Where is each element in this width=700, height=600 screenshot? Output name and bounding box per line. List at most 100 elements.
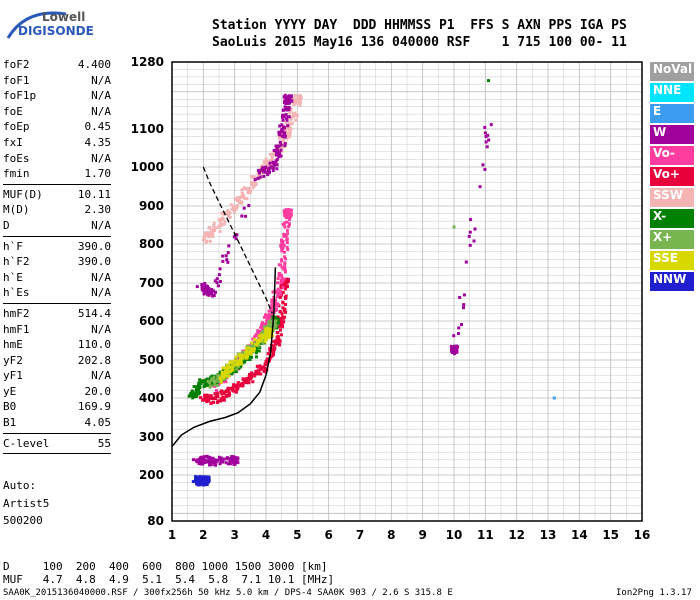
x-tick-label: 2 <box>199 528 207 542</box>
echo-point <box>202 237 206 241</box>
echo-point <box>552 396 556 400</box>
param-row: hmE 110.0 <box>3 337 111 353</box>
echo-point <box>282 126 286 130</box>
echo-point <box>275 157 279 161</box>
echo-point <box>452 352 456 356</box>
echo-point <box>209 463 213 467</box>
echo-point <box>207 286 211 290</box>
echo-point <box>279 273 283 277</box>
echo-point <box>264 162 268 166</box>
echo-point <box>253 178 257 182</box>
echo-point <box>278 328 282 332</box>
echo-point <box>449 344 453 348</box>
header-line-1: Station YYYY DAY DDD HHMMSS P1 FFS S AXN… <box>212 18 627 33</box>
echo-point <box>282 128 286 132</box>
scaled-parameters: foF2 4.400 foF1 N/A foF1p N/A foE N/A foEp 0.45 fx… <box>3 57 111 456</box>
echo-point <box>281 114 285 118</box>
echo-point <box>218 280 222 284</box>
echo-point <box>283 221 287 225</box>
x-tick-label: 7 <box>356 528 364 542</box>
echo-point <box>276 317 280 321</box>
echo-point <box>254 349 258 353</box>
echo-point <box>215 277 219 281</box>
param-value: N/A <box>91 73 111 87</box>
echo-point <box>235 198 239 202</box>
echo-point <box>218 267 222 271</box>
echo-point <box>276 287 280 291</box>
param-name: h`Es <box>3 286 30 300</box>
x-tick-label: 10 <box>446 528 463 542</box>
echo-point <box>298 94 302 98</box>
echo-point <box>253 372 257 376</box>
echo-point <box>258 339 262 343</box>
param-row: D N/A <box>3 218 111 234</box>
echo-point <box>209 456 213 460</box>
echo-point <box>245 348 249 352</box>
echo-point <box>245 196 249 200</box>
echo-point <box>228 393 232 397</box>
echo-point <box>234 207 238 211</box>
echo-point <box>210 382 214 386</box>
echo-point <box>243 196 247 200</box>
echo-point <box>214 394 218 398</box>
echo-point <box>275 153 279 157</box>
echo-point <box>247 372 251 376</box>
echo-point <box>213 383 217 387</box>
echo-point <box>266 163 270 167</box>
echo-point <box>282 316 286 320</box>
echo-point <box>232 383 236 387</box>
echo-point <box>281 286 285 290</box>
echo-point <box>241 377 245 381</box>
echo-point <box>217 224 221 228</box>
legend-item: NNW <box>650 272 694 291</box>
echo-point <box>280 325 284 329</box>
echo-point <box>230 372 234 376</box>
echo-point <box>207 396 211 400</box>
echo-point <box>283 101 287 105</box>
param-name: foF1 <box>3 73 30 87</box>
echo-point <box>292 99 296 103</box>
echo-point <box>205 482 209 486</box>
echo-point <box>212 228 216 232</box>
param-value: N/A <box>91 322 111 336</box>
echo-point <box>226 457 230 461</box>
x-tick-label: 13 <box>540 528 557 542</box>
echo-point <box>276 302 280 306</box>
echo-point <box>234 390 238 394</box>
param-name: B0 <box>3 400 17 414</box>
echo-point <box>249 350 253 354</box>
echo-point <box>239 364 243 368</box>
echo-point <box>232 235 236 239</box>
echo-point <box>264 157 268 161</box>
param-value: N/A <box>91 270 111 284</box>
echo-point <box>202 475 206 479</box>
echo-point <box>207 479 211 483</box>
echo-point <box>216 284 220 288</box>
echo-point <box>292 101 296 105</box>
echo-point <box>194 475 198 479</box>
echo-point <box>196 459 200 463</box>
echo-point <box>223 370 227 374</box>
echo-point <box>282 250 286 254</box>
footer-info: SAA0K_2015136040000.RSF / 300fx256h 50 k… <box>3 588 453 598</box>
echo-point <box>219 458 223 462</box>
echo-point <box>268 324 272 328</box>
echo-point <box>194 458 198 462</box>
echo-point <box>251 349 255 353</box>
echo-point <box>240 200 244 204</box>
echo-point <box>222 457 226 461</box>
echo-point <box>201 455 205 459</box>
param-row: foF1 N/A <box>3 73 111 89</box>
echo-point <box>271 351 275 355</box>
echo-point <box>235 361 239 365</box>
echo-point <box>484 140 488 144</box>
echo-point <box>284 295 288 299</box>
echo-point <box>272 340 276 344</box>
echo-point <box>213 392 217 396</box>
param-value: N/A <box>91 286 111 300</box>
echo-point <box>211 456 215 460</box>
echo-point <box>469 218 473 222</box>
echo-point <box>450 347 454 351</box>
echo-point <box>203 455 207 459</box>
x-tick-label: 15 <box>602 528 619 542</box>
